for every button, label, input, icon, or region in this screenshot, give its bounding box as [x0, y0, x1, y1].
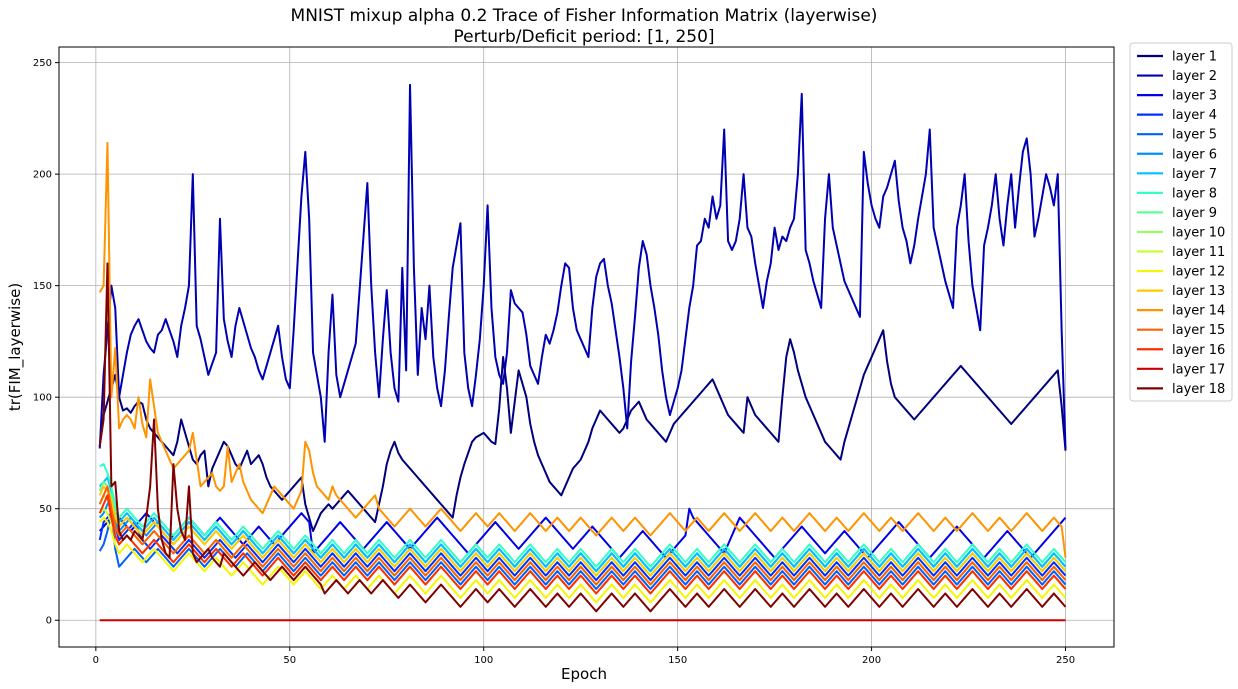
legend-entry: layer 15 — [1172, 323, 1225, 338]
series-line-1 — [100, 330, 1066, 531]
x-tick-label: 50 — [283, 655, 296, 666]
y-tick-label: 50 — [39, 504, 52, 515]
legend-entry: layer 11 — [1172, 245, 1225, 260]
series-line-16 — [100, 495, 1066, 593]
y-tick-label: 100 — [33, 393, 52, 404]
legend-entry: layer 2 — [1172, 69, 1217, 84]
chart-title: MNIST mixup alpha 0.2 Trace of Fisher In… — [291, 6, 878, 26]
x-tick-label: 200 — [862, 655, 881, 666]
legend: layer 1 layer 2 layer 3 layer 4 layer 5 layer… — [1130, 43, 1232, 401]
legend-entry: layer 7 — [1172, 167, 1217, 182]
legend-entry: layer 9 — [1172, 206, 1217, 221]
y-tick-label: 150 — [33, 281, 52, 292]
legend-entry: layer 1 — [1172, 50, 1217, 65]
y-tick-label: 250 — [33, 58, 52, 69]
legend-entry: layer 6 — [1172, 147, 1217, 162]
legend-entry: layer 18 — [1172, 382, 1225, 397]
x-tick-label: 150 — [668, 655, 687, 666]
legend-entry: layer 12 — [1172, 265, 1225, 280]
legend-entry: layer 3 — [1172, 89, 1217, 104]
legend-entry: layer 4 — [1172, 108, 1217, 123]
x-axis-label: Epoch — [561, 665, 607, 683]
legend-entry: layer 5 — [1172, 128, 1217, 143]
plot-area — [100, 85, 1066, 620]
legend-entry: layer 16 — [1172, 343, 1225, 358]
y-tick-label: 0 — [46, 616, 52, 627]
legend-entry: layer 14 — [1172, 304, 1225, 319]
legend-entry: layer 17 — [1172, 362, 1225, 377]
legend-entry: layer 8 — [1172, 186, 1217, 201]
series-line-13 — [100, 486, 1066, 575]
legend-entry: layer 10 — [1172, 225, 1225, 240]
series-line-2 — [100, 85, 1066, 449]
legend-entry: layer 13 — [1172, 284, 1225, 299]
x-tick-label: 250 — [1056, 655, 1075, 666]
chart-subtitle: Perturb/Deficit period: [1, 250] — [453, 27, 714, 47]
y-axis-label: tr(FIM_layerwise) — [6, 283, 25, 411]
x-tick-label: 0 — [93, 655, 99, 666]
x-tick-label: 100 — [474, 655, 493, 666]
y-tick-label: 200 — [33, 170, 52, 181]
